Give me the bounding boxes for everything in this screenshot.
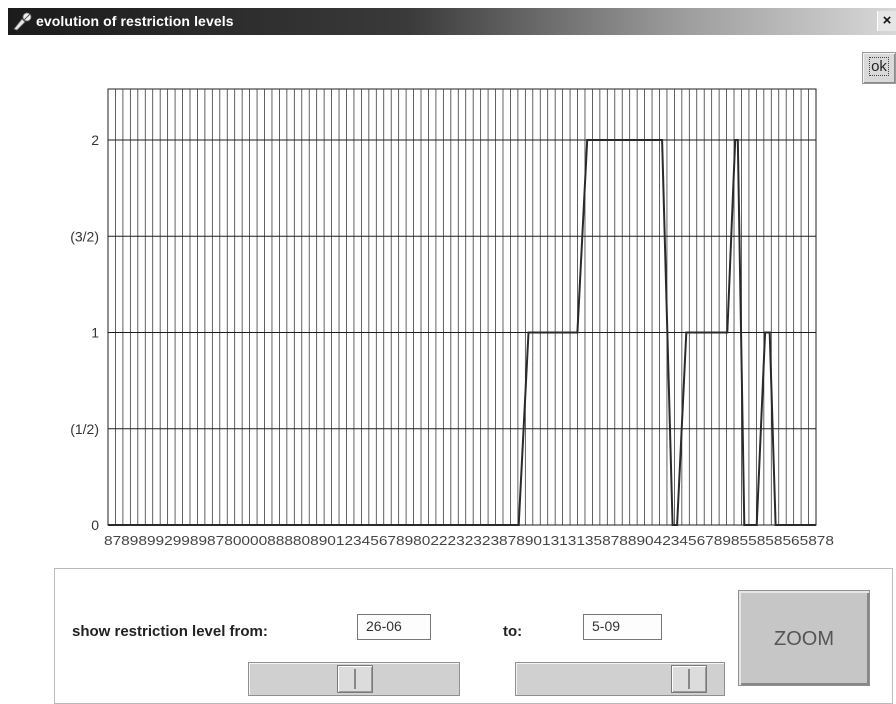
from-label: show restriction level from: [72,623,268,640]
to-slider-thumb[interactable] [671,665,707,693]
series-point [107,524,109,526]
series-point [774,524,777,526]
ok-button-label: ok [869,57,889,76]
series-point [676,524,678,526]
plot-area [107,88,817,526]
series-point [743,524,745,526]
to-date-field[interactable]: 5-09 [583,614,662,640]
series-point [737,139,739,141]
series-point [576,331,578,334]
series-point [685,331,687,334]
series-point [764,331,766,334]
y-tick-label: 1 [91,325,99,341]
y-tick-label: 2 [91,132,99,148]
from-date-field[interactable]: 26-06 [357,614,431,640]
from-slider-thumb[interactable] [337,665,373,693]
series-point [671,524,674,526]
series-point [726,331,728,334]
zoom-button[interactable]: ZOOM [738,590,870,686]
restriction-level-chart: 0 (1/2) 1 (3/2) 2 878989929989878000088880890… [70,88,834,548]
series-point [769,331,771,334]
title-bar[interactable]: evolution of restriction levels × [8,8,896,35]
window-title: evolution of restriction levels [36,13,234,29]
y-tick-label: 0 [91,517,99,533]
series-point [586,139,588,141]
series-point [756,524,758,526]
series-point [815,524,817,526]
y-tick-label: (3/2) [70,228,99,244]
to-label: to: [503,623,523,640]
from-slider[interactable] [248,662,460,696]
series-point [527,331,530,334]
series-point [661,139,663,141]
app-icon [13,12,32,31]
x-tick-labels: 8789899299898780000888808901234567898022… [104,533,834,548]
series-line [108,139,816,526]
close-button[interactable]: × [877,11,896,31]
series-point [518,524,520,526]
series-point [734,139,736,141]
to-slider[interactable] [515,662,725,696]
y-tick-label: (1/2) [70,421,99,437]
